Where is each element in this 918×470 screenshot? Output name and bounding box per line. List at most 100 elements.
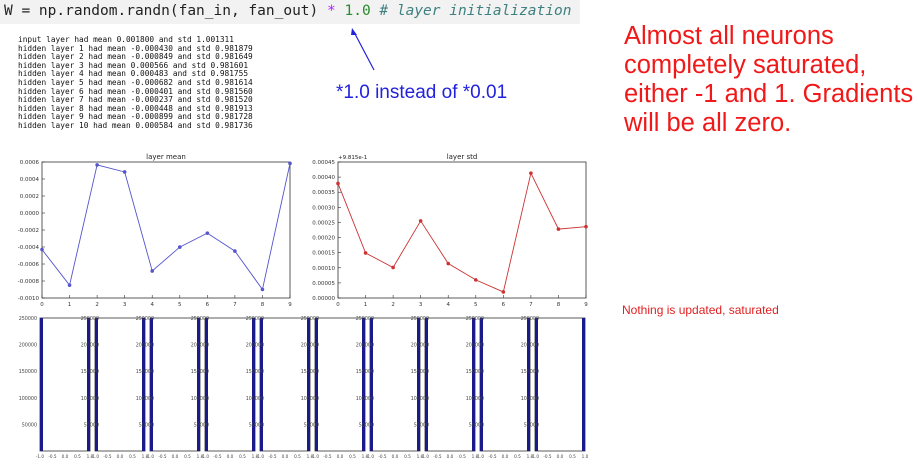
x-tick-label: 9: [584, 302, 588, 308]
histogram-frame: [314, 317, 366, 452]
x-tick-label: -1.0: [311, 454, 320, 459]
chart-title: layer mean: [146, 153, 186, 161]
x-tick-label: 0.0: [502, 454, 509, 459]
x-tick-label: 2: [95, 302, 99, 308]
y-tick-label: 100000: [246, 396, 264, 402]
x-tick-label: -0.5: [433, 454, 442, 459]
histogram-bar: [252, 318, 255, 451]
y-tick-label: 50000: [22, 422, 37, 428]
y-tick-label: 150000: [136, 369, 154, 375]
x-tick-label: 1.0: [362, 454, 369, 459]
series-line: [337, 171, 587, 293]
x-tick-label: 0.5: [294, 454, 301, 459]
x-tick-label: -1.0: [36, 454, 45, 459]
chart-title: layer std: [447, 153, 478, 161]
console-output: input layer had mean 0.001800 and std 1.…: [18, 35, 253, 131]
y-tick-label: 200000: [19, 343, 37, 349]
y-tick-label: 100000: [411, 396, 429, 402]
x-tick-label: 1: [68, 302, 72, 308]
code-number: 1.0: [335, 3, 380, 19]
y-tick-label: 50000: [139, 422, 154, 428]
data-point: [233, 249, 237, 253]
code-assignment: W = np.random.randn(fan_in, fan_out): [4, 3, 328, 19]
x-tick-label: 4: [446, 302, 450, 308]
histogram-bar: [95, 318, 98, 451]
data-point: [40, 247, 44, 252]
console-line: hidden layer 5 had mean -0.000682 and st…: [18, 77, 253, 87]
data-point: [122, 170, 127, 174]
y-tick-label: -0.0010: [18, 296, 40, 302]
x-tick-label: 1.0: [582, 454, 589, 459]
x-tick-label: -1.0: [256, 454, 265, 459]
histogram-bar: [142, 318, 145, 451]
y-tick-label: 0.0004: [20, 177, 40, 183]
x-tick-label: 8: [557, 302, 561, 308]
console-line: hidden layer 8 had mean -0.000448 and st…: [18, 103, 253, 113]
x-tick-label: 0.5: [514, 454, 521, 459]
series-line: [41, 163, 291, 291]
plot-frame: [41, 161, 291, 299]
y-tick-label: 0.00005: [312, 281, 335, 287]
console-line: hidden layer 6 had mean -0.000401 and st…: [18, 86, 253, 96]
data-point: [288, 161, 292, 166]
x-tick-label: -0.5: [268, 454, 277, 459]
data-point: [473, 278, 478, 282]
y-tick-label: 150000: [411, 369, 429, 375]
annotation-arrow: [351, 28, 375, 71]
y-tick-label: 50000: [194, 422, 209, 428]
y-tick-label: 250000: [19, 316, 37, 322]
data-point: [391, 265, 395, 270]
histogram-bar: [307, 318, 310, 451]
y-tick-label: 0.00030: [312, 205, 335, 211]
x-tick-label: -1.0: [146, 454, 155, 459]
x-tick-label: 1.0: [527, 454, 534, 459]
y-tick-label: 50000: [84, 422, 99, 428]
x-tick-label: 0.0: [557, 454, 564, 459]
x-tick-label: 5: [178, 302, 182, 308]
y-tick-label: 250000: [521, 316, 539, 322]
x-tick-label: 9: [288, 302, 292, 308]
y-tick-label: 250000: [301, 316, 319, 322]
y-tick-label: 250000: [191, 316, 209, 322]
y-tick-label: 50000: [469, 422, 484, 428]
y-tick-label: 50000: [304, 422, 319, 428]
x-tick-label: 7: [233, 302, 237, 308]
x-tick-label: 6: [502, 302, 506, 308]
x-tick-label: 0.0: [392, 454, 399, 459]
x-tick-label: 1: [364, 302, 368, 308]
x-tick-label: 0.0: [282, 454, 289, 459]
y-tick-label: 250000: [466, 316, 484, 322]
histogram-frame: [534, 317, 586, 452]
histogram-frame: [39, 317, 91, 452]
data-point: [556, 227, 561, 231]
y-tick-label: 200000: [521, 343, 539, 349]
y-tick-label: 250000: [246, 316, 264, 322]
x-tick-label: 0.0: [447, 454, 454, 459]
console-line: hidden layer 9 had mean -0.000899 and st…: [18, 112, 253, 122]
histogram-bar: [527, 318, 530, 451]
x-tick-label: 0.0: [227, 454, 234, 459]
y-tick-label: 200000: [466, 343, 484, 349]
plot-frame: [337, 161, 587, 299]
axis-offset-label: +9.815e-1: [338, 155, 367, 161]
x-tick-label: 1.0: [197, 454, 204, 459]
histogram-bar: [582, 318, 585, 451]
x-tick-label: 0: [40, 302, 44, 308]
data-point: [363, 251, 368, 255]
y-tick-label: 200000: [191, 343, 209, 349]
x-tick-label: -0.5: [158, 454, 167, 459]
x-tick-label: 1.0: [87, 454, 94, 459]
x-tick-label: 1.0: [307, 454, 314, 459]
y-tick-label: 100000: [356, 396, 374, 402]
console-line: hidden layer 7 had mean -0.000237 and st…: [18, 95, 253, 105]
code-line: W = np.random.randn(fan_in, fan_out) * 1…: [4, 3, 571, 19]
x-tick-label: 0.5: [404, 454, 411, 459]
y-tick-label: 0.0002: [20, 194, 39, 200]
histogram-frame: [94, 317, 146, 452]
x-tick-label: 4: [150, 302, 154, 308]
console-line: hidden layer 1 had mean -0.000430 and st…: [18, 43, 253, 53]
x-tick-label: -1.0: [91, 454, 100, 459]
y-tick-label: 0.00020: [312, 236, 335, 242]
y-tick-label: 250000: [81, 316, 99, 322]
x-tick-label: 7: [529, 302, 533, 308]
